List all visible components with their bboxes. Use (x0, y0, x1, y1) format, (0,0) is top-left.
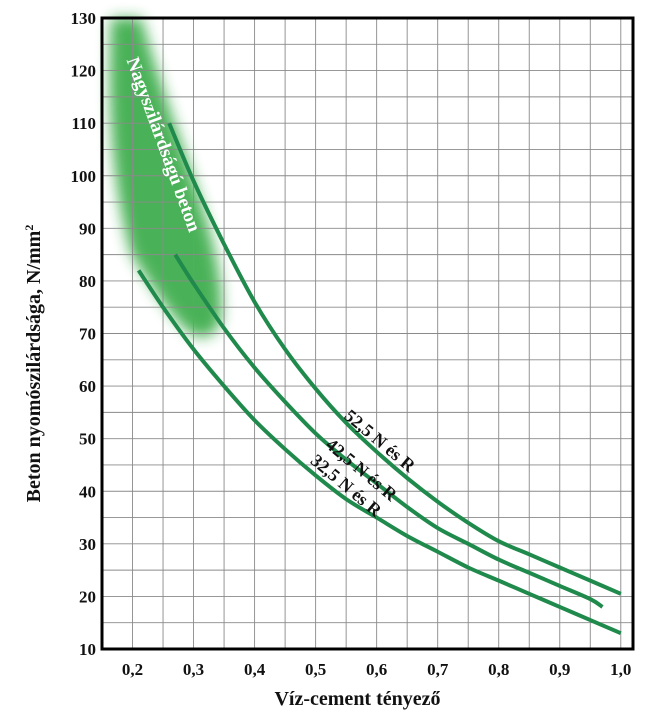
x-tick-label: 0,3 (183, 660, 204, 679)
plot-frame (100, 16, 635, 651)
x-tick-label: 1,0 (610, 660, 631, 679)
y-tick-label: 20 (79, 587, 96, 606)
curve-52-5 (167, 122, 622, 596)
grid (102, 18, 633, 649)
y-axis-title-main: Beton nyomószilárdsága, N/mm (23, 230, 45, 502)
y-tick-label: 100 (71, 167, 97, 186)
x-tick-label: 0,2 (122, 660, 143, 679)
y-tick-label: 80 (79, 272, 96, 291)
y-tick-label: 70 (79, 325, 96, 344)
x-tick-label: 0,5 (305, 660, 326, 679)
y-axis-title: Beton nyomószilárdsága, N/mm2 (22, 225, 45, 503)
x-tick-label: 0,6 (366, 660, 387, 679)
y-axis-title-superscript: 2 (22, 225, 36, 231)
y-tick-label: 40 (79, 482, 96, 501)
y-tick-label: 120 (71, 62, 97, 81)
y-tick-label: 50 (79, 430, 96, 449)
x-axis-title: Víz-cement tényező (274, 688, 440, 710)
x-tick-label: 0,9 (549, 660, 570, 679)
curve-42-5 (173, 253, 604, 609)
x-tick-label: 0,7 (427, 660, 449, 679)
x-tick-label: 0,4 (244, 660, 266, 679)
x-tick-label: 0,8 (488, 660, 509, 679)
y-tick-label: 60 (79, 377, 96, 396)
y-tick-label: 130 (71, 9, 97, 28)
y-tick-label: 110 (71, 114, 96, 133)
curve-32-5 (136, 269, 622, 636)
x-tick-labels: 0,2 0,3 0,4 0,5 0,6 0,7 0,8 0,9 1,0 (122, 660, 632, 679)
curves (136, 122, 622, 636)
y-tick-label: 30 (79, 535, 96, 554)
y-tick-label: 90 (79, 219, 96, 238)
y-tick-label: 10 (79, 640, 96, 659)
y-tick-labels: 10 20 30 40 50 60 70 80 90 100 110 120 130 (71, 9, 97, 659)
